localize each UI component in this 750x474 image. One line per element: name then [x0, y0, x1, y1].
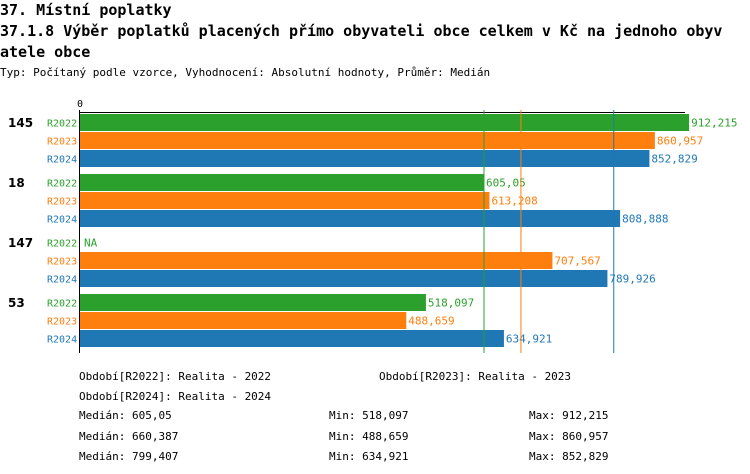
group-label-53: 53	[8, 296, 25, 310]
value-label-18-R2023: 613,208	[491, 195, 537, 208]
bar-145-R2022	[80, 114, 690, 131]
series-label-18-R2024: R2024	[47, 215, 77, 226]
bar-147-R2024	[80, 270, 608, 287]
stat-min-r2023: Min: 488,659	[329, 430, 409, 443]
bar-53-R2022	[80, 294, 426, 311]
series-label-53-R2022: R2022	[47, 299, 77, 310]
series-label-145-R2022: R2022	[47, 119, 77, 130]
series-label-18-R2023: R2023	[47, 197, 77, 208]
bar-18-R2024	[80, 210, 621, 227]
stat-median-r2024: Medián: 799,407	[79, 450, 179, 463]
chart-title-line-1: 37. Místní poplatky	[0, 1, 172, 19]
value-label-53-R2024: 634,921	[506, 333, 552, 346]
group-label-145: 145	[8, 116, 33, 130]
stat-median-r2022: Medián: 605,05	[79, 409, 172, 422]
chart-subtitle: Typ: Počítaný podle vzorce, Vyhodnocení:…	[0, 66, 491, 79]
bar-18-R2023	[80, 192, 490, 209]
bar-145-R2023	[80, 132, 655, 149]
series-label-147-R2024: R2024	[47, 275, 77, 286]
bar-53-R2024	[80, 330, 504, 347]
value-label-145-R2023: 860,957	[657, 135, 703, 148]
series-label-145-R2024: R2024	[47, 155, 77, 166]
bar-147-R2023	[80, 252, 553, 269]
value-label-145-R2022: 912,215	[691, 117, 737, 130]
stat-min-r2022: Min: 518,097	[329, 409, 409, 422]
value-label-147-R2024: 789,926	[609, 273, 655, 286]
x-origin-tick-label: 0	[77, 99, 83, 110]
stat-median-r2023: Medián: 660,387	[79, 430, 179, 443]
series-label-147-R2023: R2023	[47, 257, 77, 268]
chart-title-line-3: atele obce	[0, 43, 91, 61]
value-label-145-R2024: 852,829	[651, 153, 697, 166]
chart-title-line-2: 37.1.8 Výběr poplatků placených přímo ob…	[0, 22, 723, 40]
series-label-18-R2022: R2022	[47, 179, 77, 190]
value-label-53-R2022: 518,097	[428, 297, 474, 310]
series-label-53-R2024: R2024	[47, 335, 77, 346]
value-label-147-R2022: NA	[84, 237, 98, 250]
series-label-147-R2022: R2022	[47, 239, 77, 250]
legend-r2023: Období[R2023]: Realita - 2023	[379, 370, 572, 383]
bar-53-R2023	[80, 312, 407, 329]
value-label-147-R2023: 707,567	[554, 255, 600, 268]
series-label-145-R2023: R2023	[47, 137, 77, 148]
series-label-53-R2023: R2023	[47, 317, 77, 328]
value-label-53-R2023: 488,659	[408, 315, 454, 328]
value-label-18-R2022: 605,05	[486, 177, 526, 190]
stat-max-r2022: Max: 912,215	[529, 409, 609, 422]
legend-r2024: Období[R2024]: Realita - 2024	[79, 390, 272, 403]
legend-r2022: Období[R2022]: Realita - 2022	[79, 370, 272, 383]
stat-min-r2024: Min: 634,921	[329, 450, 409, 463]
value-label-18-R2024: 808,888	[622, 213, 668, 226]
group-label-18: 18	[8, 176, 25, 190]
bar-145-R2024	[80, 150, 650, 167]
stat-max-r2023: Max: 860,957	[529, 430, 609, 443]
group-label-147: 147	[8, 236, 33, 250]
stat-max-r2024: Max: 852,829	[529, 450, 609, 463]
bar-18-R2022	[80, 174, 484, 191]
